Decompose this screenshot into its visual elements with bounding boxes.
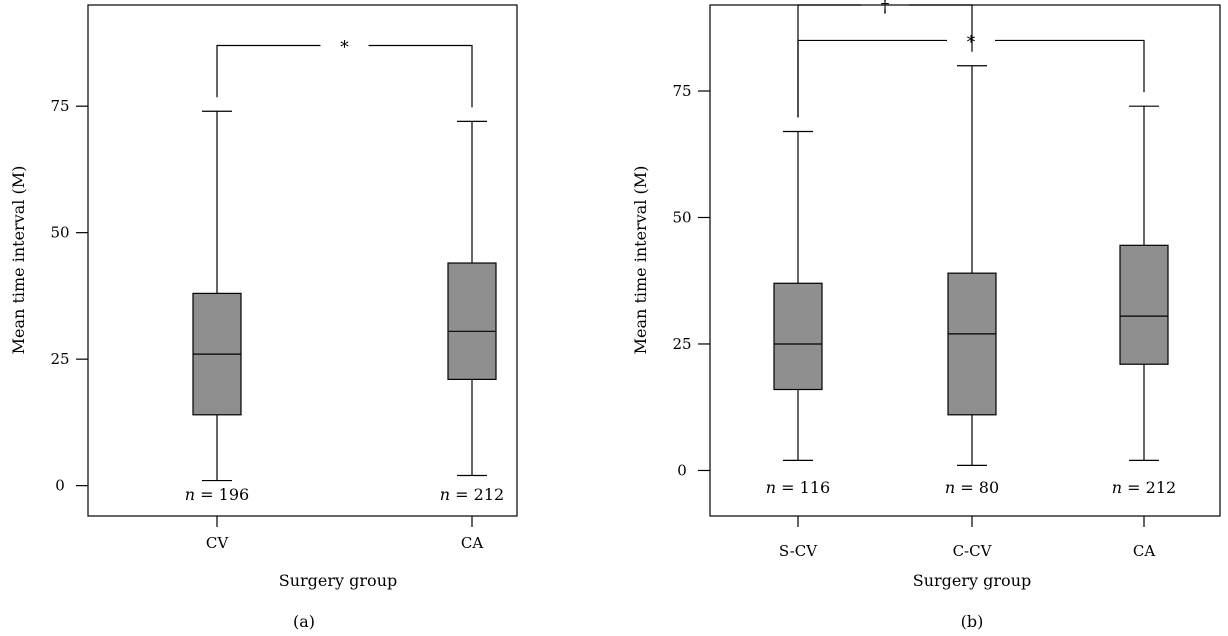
x-axis-b: S-CV C-CV CA (779, 516, 1155, 560)
y-tick-label: 25 (50, 350, 69, 368)
significance-symbol: † (881, 0, 890, 17)
box-ca: n = 212 (440, 120, 504, 504)
boxes-a: n = 196 n = 212 (185, 110, 504, 504)
iqr-box (947, 272, 997, 416)
x-tick-label: CA (1133, 542, 1155, 560)
significance-annotations-a: * (216, 37, 473, 108)
significance-bracket: * (797, 32, 1145, 118)
bracket-line (797, 39, 1145, 118)
n-label: n = 212 (1112, 478, 1176, 497)
iqr-box (773, 282, 823, 391)
box-cv: n = 196 (185, 110, 249, 504)
y-tick-label: 25 (672, 335, 691, 353)
plot-frame-a (87, 4, 518, 517)
y-tick-label: 50 (50, 224, 69, 242)
y-tick-label: 75 (50, 97, 69, 115)
bracket-line (797, 4, 973, 118)
x-axis-a: CV CA (206, 516, 483, 552)
iqr-box (447, 262, 497, 380)
significance-symbol: * (340, 37, 349, 57)
x-axis-label-a: Surgery group (279, 571, 397, 590)
iqr-box (1119, 244, 1169, 365)
panel-label-b: (b) (961, 612, 984, 631)
x-axis-label-b: Surgery group (913, 571, 1031, 590)
significance-bracket: * (216, 37, 473, 108)
significance-annotations-b: †* (797, 0, 1145, 118)
y-tick-label: 75 (672, 82, 691, 100)
y-tick-label: 0 (55, 477, 65, 495)
y-tick-label: 0 (677, 461, 687, 479)
x-tick-label: C-CV (953, 542, 993, 560)
y-axis-label-a: Mean time interval (M) (9, 166, 28, 355)
n-label: n = 196 (185, 485, 249, 504)
n-label: n = 116 (766, 478, 830, 497)
box-ca: n = 212 (1112, 105, 1176, 497)
y-axis-b: 0 25 50 75 (672, 82, 710, 479)
significance-symbol: * (967, 32, 976, 52)
panel-label-a: (a) (293, 612, 315, 631)
y-axis-label-b: Mean time interval (M) (631, 166, 650, 355)
panel-a: 0 25 50 75 n = 196 n = 212 * CV CA Surgery gr… (9, 4, 518, 631)
x-tick-label: CV (206, 534, 229, 552)
significance-bracket: † (797, 0, 973, 118)
y-axis-a: 0 25 50 75 (50, 97, 88, 495)
n-label: n = 80 (945, 478, 999, 497)
bracket-line (216, 44, 473, 108)
box-s-cv: n = 116 (766, 130, 830, 497)
x-tick-label: S-CV (779, 542, 818, 560)
y-tick-label: 50 (672, 208, 691, 226)
box-c-cv: n = 80 (945, 65, 999, 497)
x-tick-label: CA (461, 534, 483, 552)
n-label: n = 212 (440, 485, 504, 504)
boxes-b: n = 116 n = 80 n = 212 (766, 65, 1176, 497)
